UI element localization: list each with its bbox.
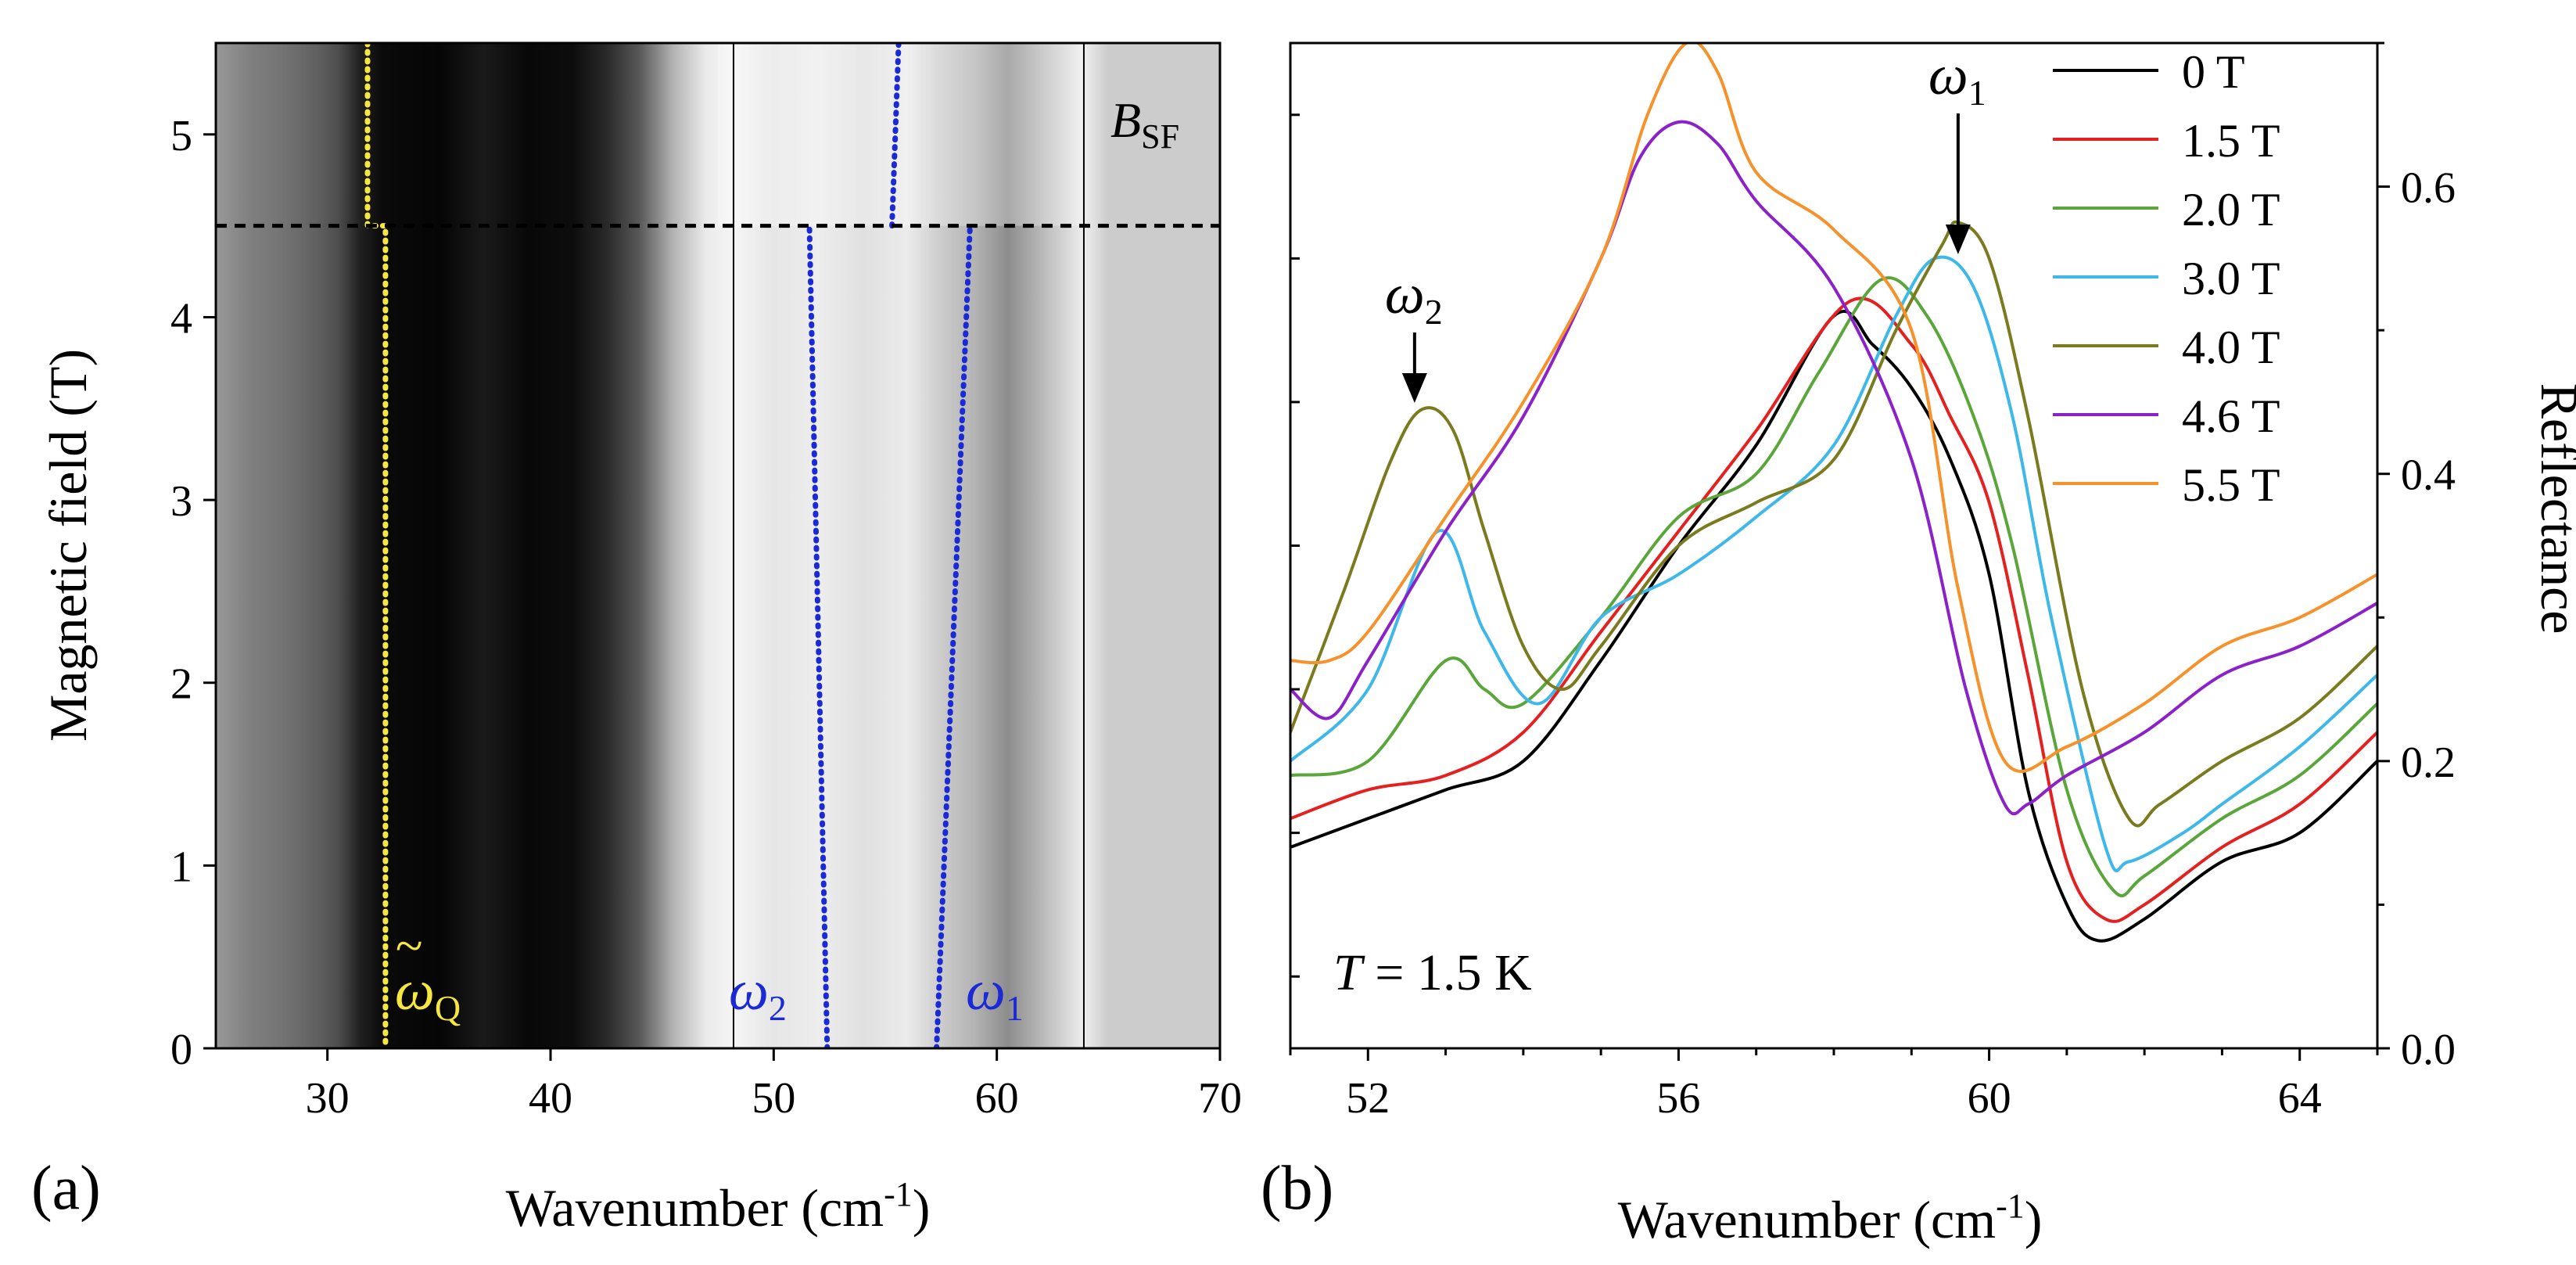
y-tick-label-b: 0.2 <box>2401 739 2456 787</box>
y-tick-label-a: 4 <box>170 294 192 343</box>
y-ticks-b: 0.0 0.2 0.4 0.6 <box>2377 41 2456 1074</box>
series-line-4-6-t <box>1290 120 2377 816</box>
arrow-head <box>1945 225 1971 254</box>
y-tick-label-a: 1 <box>170 843 192 891</box>
legend-label: 2.0 T <box>2182 184 2280 235</box>
temperature-label: T = 1.5 K <box>1333 944 1532 1001</box>
series-line-3-0-t <box>1290 255 2377 873</box>
x-axis-label-a: Wavenumber (cm-1) <box>506 1175 931 1238</box>
panel-a: 30 40 50 60 70 0 1 2 3 4 5 BSF ~ ωQ ω2 ω1 Wavenum… <box>31 41 1242 1238</box>
y-ticks-a: 0 1 2 3 4 5 <box>170 112 216 1074</box>
omega-1-arrow: ω1 <box>1928 44 1986 254</box>
omega-q-tilde: ~ <box>395 918 422 973</box>
legend-label: 4.6 T <box>2182 390 2280 442</box>
x-tick-label-a: 40 <box>529 1074 572 1123</box>
legend-label: 5.5 T <box>2182 459 2280 511</box>
omega-2-label-a: ω2 <box>729 959 787 1028</box>
mode-lines <box>216 43 1220 1048</box>
y-axis-label-a: Magnetic field (T) <box>38 349 98 742</box>
x-ticks-b: 52 56 60 64 <box>1289 1048 2379 1123</box>
y-tick-label-a: 3 <box>170 477 192 526</box>
arrow-head <box>1401 373 1427 403</box>
mode-line-omega-2 <box>806 223 831 1048</box>
upper-band <box>718 43 1084 226</box>
y-tick-label-b: 0.4 <box>2401 451 2456 500</box>
omega-2-arrow: ω2 <box>1385 263 1443 403</box>
mode-line-omega-sf <box>889 43 902 229</box>
y-tick-label-a: 2 <box>170 660 192 709</box>
legend-label: 4.0 T <box>2182 322 2280 373</box>
x-tick-label-a: 70 <box>1198 1074 1242 1123</box>
plot-frame-a <box>214 41 1222 1050</box>
omega-1-label-a: ω1 <box>966 959 1024 1028</box>
series-line-0-t <box>1290 309 2377 943</box>
x-tick-label-b: 60 <box>1968 1074 2011 1123</box>
mode-line-omega-1 <box>934 223 973 1048</box>
omega-2-label-b: ω2 <box>1385 263 1443 332</box>
series-lines <box>1290 43 2377 943</box>
legend-label: 0 T <box>2182 46 2245 98</box>
series-line-1-5-t <box>1290 296 2377 923</box>
omega-q-text: ωQ <box>395 959 461 1028</box>
x-tick-label-a: 60 <box>975 1074 1019 1123</box>
y-tick-label-b: 0.0 <box>2401 1026 2456 1074</box>
x-tick-label-b: 56 <box>1656 1074 1700 1123</box>
panel-label-b: (b) <box>1261 1154 1333 1223</box>
x-tick-label-a: 30 <box>306 1074 350 1123</box>
x-tick-label-b: 52 <box>1346 1074 1390 1123</box>
y-tick-label-b: 0.6 <box>2401 164 2456 213</box>
panel-b: 52 56 60 64 0.0 0.2 0.4 0.6 0 T 1.5 T 2.0 T 3.0 T… <box>1261 41 2576 1249</box>
series-line-5-5-t <box>1290 43 2377 774</box>
panel-label-a: (a) <box>31 1154 101 1223</box>
panel-dividers <box>732 43 1085 1048</box>
bsf-label: BSF <box>1110 92 1179 156</box>
y-axis-label-b: Reflectance <box>2530 383 2576 634</box>
x-tick-label-a: 50 <box>752 1074 795 1123</box>
omega-1-label-b: ω1 <box>1928 44 1986 113</box>
x-axis-label-b: Wavenumber (cm-1) <box>1618 1187 2043 1249</box>
left-ticks-b <box>1290 113 1300 978</box>
series-line-4-0-t <box>1290 220 2377 828</box>
legend: 0 T 1.5 T 2.0 T 3.0 T 4.0 T 4.6 T 5.5 T <box>2053 46 2280 511</box>
heatmap <box>216 43 1220 1048</box>
x-tick-label-b: 64 <box>2278 1074 2322 1123</box>
x-ticks-a: 30 40 50 60 70 <box>306 1048 1242 1123</box>
legend-label: 3.0 T <box>2182 253 2280 304</box>
legend-label: 1.5 T <box>2182 115 2280 167</box>
omega-q-label: ~ ωQ <box>395 918 461 1028</box>
y-tick-label-a: 5 <box>170 112 192 160</box>
y-tick-label-a: 0 <box>170 1026 192 1074</box>
heatmap-texture <box>718 43 1084 226</box>
